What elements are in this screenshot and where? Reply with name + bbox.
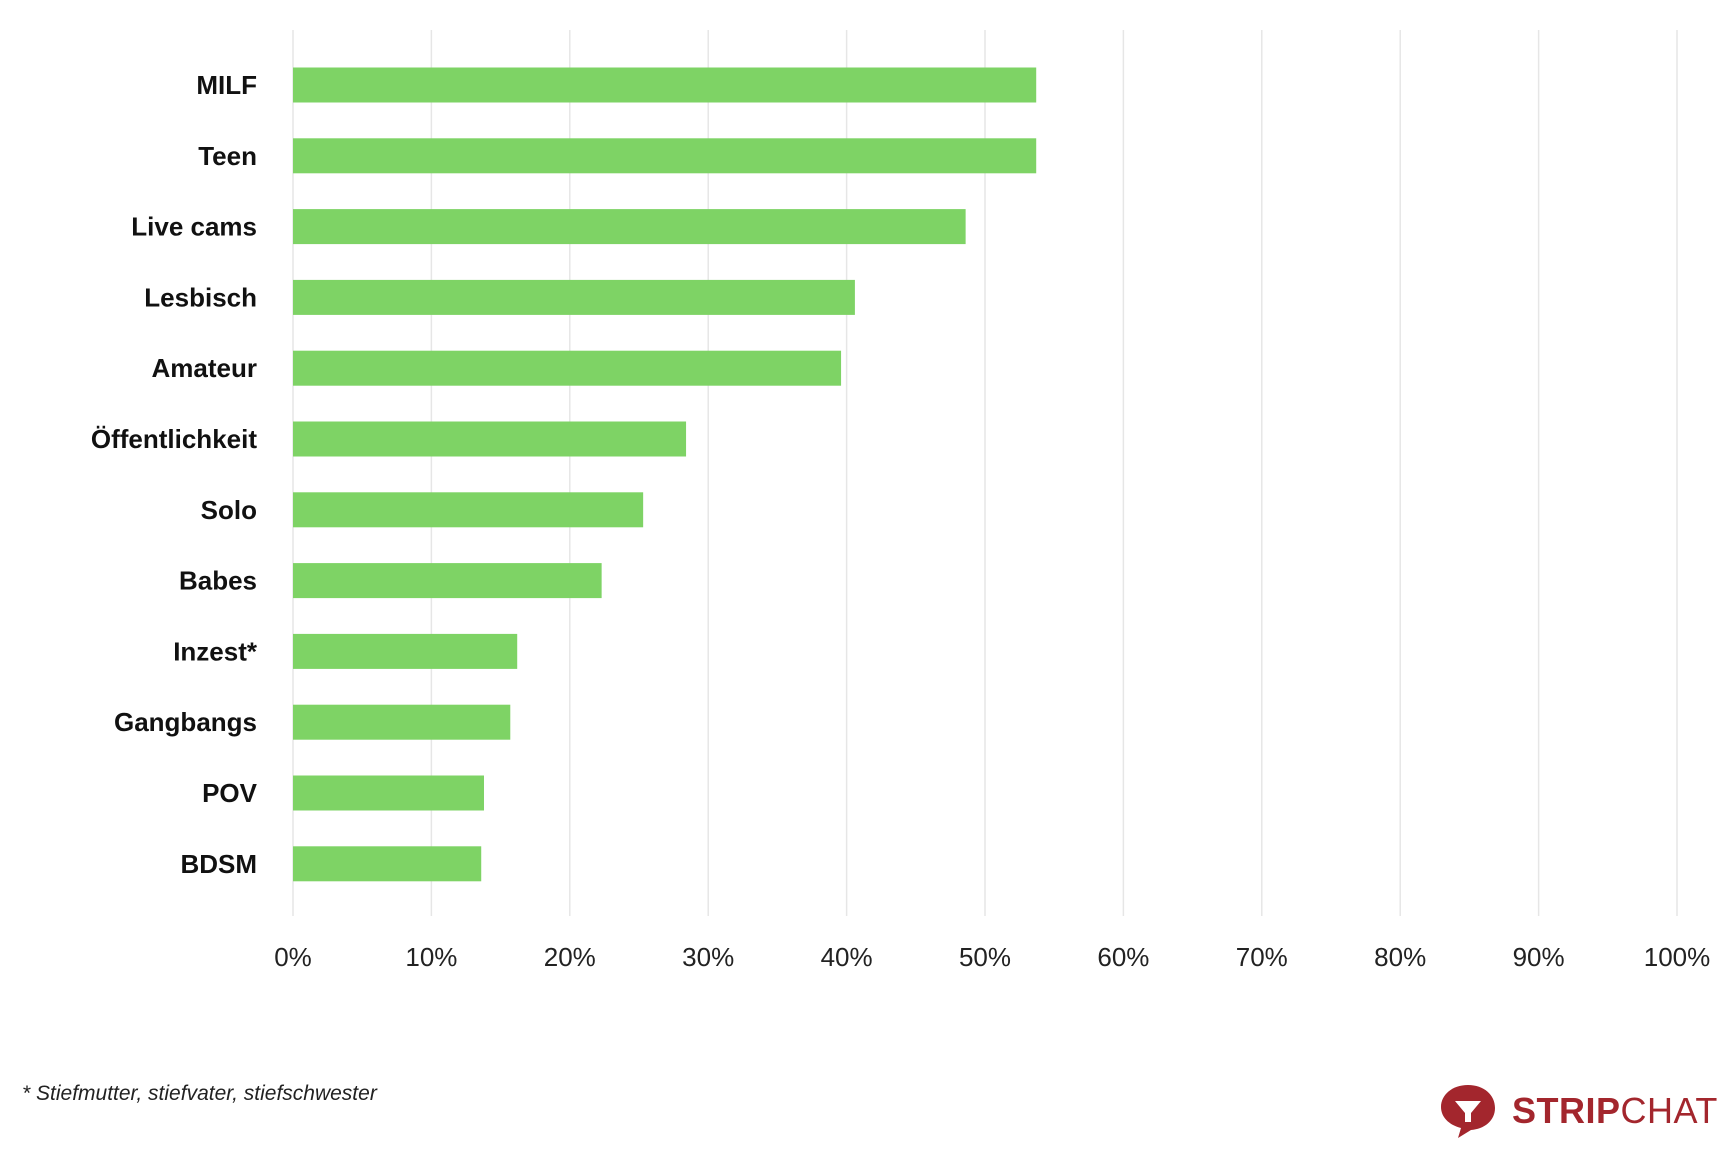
category-label: BDSM <box>180 849 257 879</box>
x-tick-label: 50% <box>959 942 1011 972</box>
stripchat-logo-icon <box>1441 1085 1495 1138</box>
footnote: * Stiefmutter, stiefvater, stiefschweste… <box>22 1082 377 1105</box>
category-label: Öffentlichkeit <box>91 424 257 454</box>
category-label: Babes <box>179 566 257 596</box>
x-tick-label: 80% <box>1374 942 1426 972</box>
bar <box>293 67 1037 103</box>
category-label: POV <box>202 778 258 808</box>
bar <box>293 209 966 245</box>
x-tick-label: 90% <box>1513 942 1565 972</box>
category-label: Lesbisch <box>144 282 257 312</box>
bar <box>293 138 1037 174</box>
category-label: Teen <box>198 141 257 171</box>
x-tick-label: 60% <box>1097 942 1149 972</box>
brand-name: STRIPCHAT <box>1512 1090 1718 1132</box>
bar <box>293 350 842 386</box>
bar <box>293 846 482 882</box>
x-tick-label: 100% <box>1644 942 1711 972</box>
category-label: MILF <box>196 70 257 100</box>
bar <box>293 492 644 528</box>
x-tick-label: 10% <box>405 942 457 972</box>
brand-logo: STRIPCHAT <box>1438 1082 1718 1140</box>
grid-lines <box>292 30 1678 916</box>
brand-name-strip: STRIP <box>1512 1090 1621 1131</box>
bar <box>293 279 855 315</box>
x-tick-label: 40% <box>821 942 873 972</box>
bar <box>293 775 484 811</box>
bar <box>293 421 687 457</box>
x-tick-labels: 0% 10% 20% 30% 40% 50% 60% 70% 80% 90% 100% <box>274 942 1710 972</box>
bar <box>293 633 518 669</box>
bars <box>293 67 1037 882</box>
x-tick-label: 20% <box>544 942 596 972</box>
category-label: Amateur <box>152 353 257 383</box>
category-bar-chart: MILF Teen Live cams Lesbisch Amateur Öffentli… <box>91 30 1710 972</box>
bar <box>293 704 511 740</box>
category-label: Gangbangs <box>114 707 257 737</box>
category-label: Solo <box>201 495 257 525</box>
category-label: Live cams <box>131 212 257 242</box>
category-label: Inzest* <box>173 636 258 666</box>
x-tick-label: 30% <box>682 942 734 972</box>
category-labels: MILF Teen Live cams Lesbisch Amateur Öffentli… <box>91 70 258 879</box>
bar <box>293 563 602 599</box>
brand-name-chat: CHAT <box>1620 1090 1718 1131</box>
x-tick-label: 0% <box>274 942 312 972</box>
x-tick-label: 70% <box>1236 942 1288 972</box>
